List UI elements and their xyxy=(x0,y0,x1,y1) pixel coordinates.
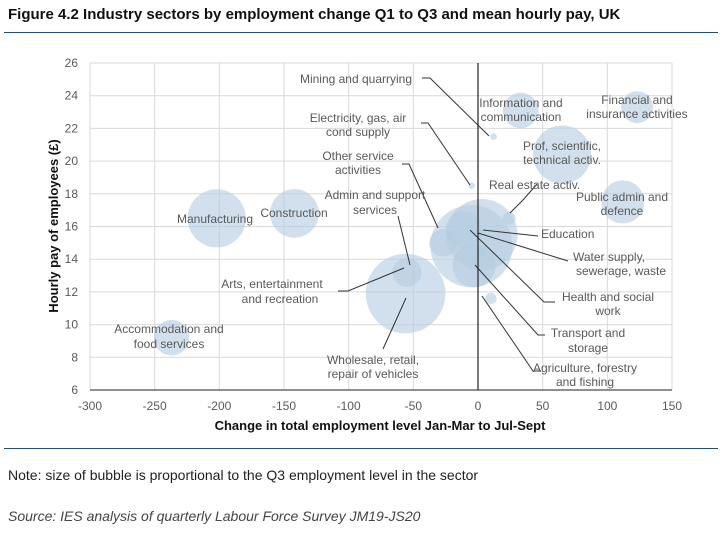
bubble-label: work xyxy=(594,304,621,318)
y-tick-label: 26 xyxy=(65,56,79,70)
x-tick-label: 50 xyxy=(536,399,550,413)
leader-line xyxy=(481,295,541,372)
leader-line xyxy=(469,229,555,303)
bubble xyxy=(187,189,246,248)
bubble-label: Electricity, gas, air xyxy=(310,111,406,125)
y-tick-label: 18 xyxy=(65,187,79,201)
leader-line xyxy=(402,163,439,229)
bubble-label: Construction xyxy=(260,206,327,220)
bubble-label: Arts, entertainment xyxy=(221,277,323,291)
bubble-label: food services xyxy=(134,337,205,351)
x-tick-label: -300 xyxy=(78,399,102,413)
bubble-chart: -300 -250 -200 -150 -100 -50 0 50 100 150 6 8 10 12 14… xyxy=(46,56,688,433)
x-tick-label: 150 xyxy=(662,399,682,413)
bubble-label: communication xyxy=(481,110,562,124)
bubble-label: Education xyxy=(541,227,594,241)
bubble-label: Wholesale, retail, xyxy=(327,353,419,367)
bubble xyxy=(270,189,319,238)
x-axis-label: Change in total employment level Jan-Mar… xyxy=(215,418,547,433)
y-axis-label: Hourly pay of employees (£) xyxy=(46,139,61,312)
bubble xyxy=(485,292,497,305)
leader-line xyxy=(422,77,490,137)
y-tick-label: 24 xyxy=(65,89,79,103)
bubbles xyxy=(153,91,654,356)
bubble-label: technical activ. xyxy=(523,153,601,167)
bubble-label: Admin and support xyxy=(325,188,426,202)
y-tick-label: 22 xyxy=(65,121,79,135)
y-tick-label: 6 xyxy=(71,383,78,397)
bubble-label: Financial and xyxy=(601,93,672,107)
x-tick-label: 100 xyxy=(597,399,617,413)
bubble-label: Agriculture, forestry xyxy=(533,361,637,375)
bubble xyxy=(601,180,645,224)
bubble xyxy=(490,133,497,140)
bubble xyxy=(532,125,592,184)
figure-title: Figure 4.2 Industry sectors by employmen… xyxy=(8,6,621,23)
x-tick-label: -100 xyxy=(337,399,361,413)
bubble-label: activities xyxy=(335,163,381,177)
y-tick-label: 16 xyxy=(65,220,79,234)
source-line: Source: IES analysis of quarterly Labour… xyxy=(8,508,421,524)
bubble-label: Real estate activ. xyxy=(489,178,580,192)
leader-line xyxy=(421,122,471,186)
leader-line xyxy=(382,297,407,350)
leader-line xyxy=(482,229,539,237)
bubble-label: Manufacturing xyxy=(177,212,253,226)
bubble xyxy=(621,91,654,124)
y-tick-label: 10 xyxy=(65,318,79,332)
bubble-label: storage xyxy=(568,341,608,355)
x-tick-label: -200 xyxy=(207,399,231,413)
y-tick-label: 8 xyxy=(71,350,78,364)
x-tick-label: -250 xyxy=(143,399,167,413)
bubble-label: Information and xyxy=(479,96,562,110)
axes xyxy=(90,63,672,391)
leader-line xyxy=(509,183,538,214)
tick-labels: -300 -250 -200 -150 -100 -50 0 50 100 150 6 8 10 12 14… xyxy=(65,56,683,413)
x-tick-label: 0 xyxy=(475,399,482,413)
bubble xyxy=(365,253,446,334)
bubble-label: and recreation xyxy=(242,292,319,306)
bubble-label: Accommodation and xyxy=(114,322,223,336)
bubble-label: Health and social xyxy=(562,290,654,304)
leader-line xyxy=(338,267,405,292)
leader-lines xyxy=(338,77,569,372)
bubble-label: and fishing xyxy=(556,375,614,389)
bubble-label: Public admin and xyxy=(576,190,668,204)
gridlines xyxy=(89,62,673,390)
bubble-label: Water supply, xyxy=(573,250,645,264)
title-rule xyxy=(4,32,718,33)
bubble-labels: Mining and quarrying Information andcommu… xyxy=(114,72,687,389)
chart-bottom-rule xyxy=(4,448,718,449)
bubble-label: defence xyxy=(601,204,644,218)
bubble-label: repair of vehicles xyxy=(328,367,419,381)
bubble-label: insurance activities xyxy=(586,107,687,121)
leader-line xyxy=(477,232,569,262)
bubble xyxy=(502,92,539,129)
bubble-label: Other service xyxy=(322,149,394,163)
bubble-label: sewerage, waste xyxy=(576,264,666,278)
chart-note: Note: size of bubble is proportional to … xyxy=(8,467,479,483)
bubble xyxy=(153,319,190,356)
bubble-label: Transport and xyxy=(551,326,625,340)
leader-line xyxy=(474,264,545,336)
bubble-label: Mining and quarrying xyxy=(300,72,412,86)
bubble-label: Prof, scientific, xyxy=(523,139,601,153)
bubble-label: cond supply xyxy=(326,125,390,139)
y-tick-label: 12 xyxy=(65,285,79,299)
leader-line xyxy=(397,215,411,266)
x-tick-label: -150 xyxy=(272,399,296,413)
y-tick-label: 20 xyxy=(65,154,79,168)
x-tick-label: -50 xyxy=(405,399,423,413)
bubble-label: services xyxy=(353,203,397,217)
y-tick-label: 14 xyxy=(65,252,79,266)
